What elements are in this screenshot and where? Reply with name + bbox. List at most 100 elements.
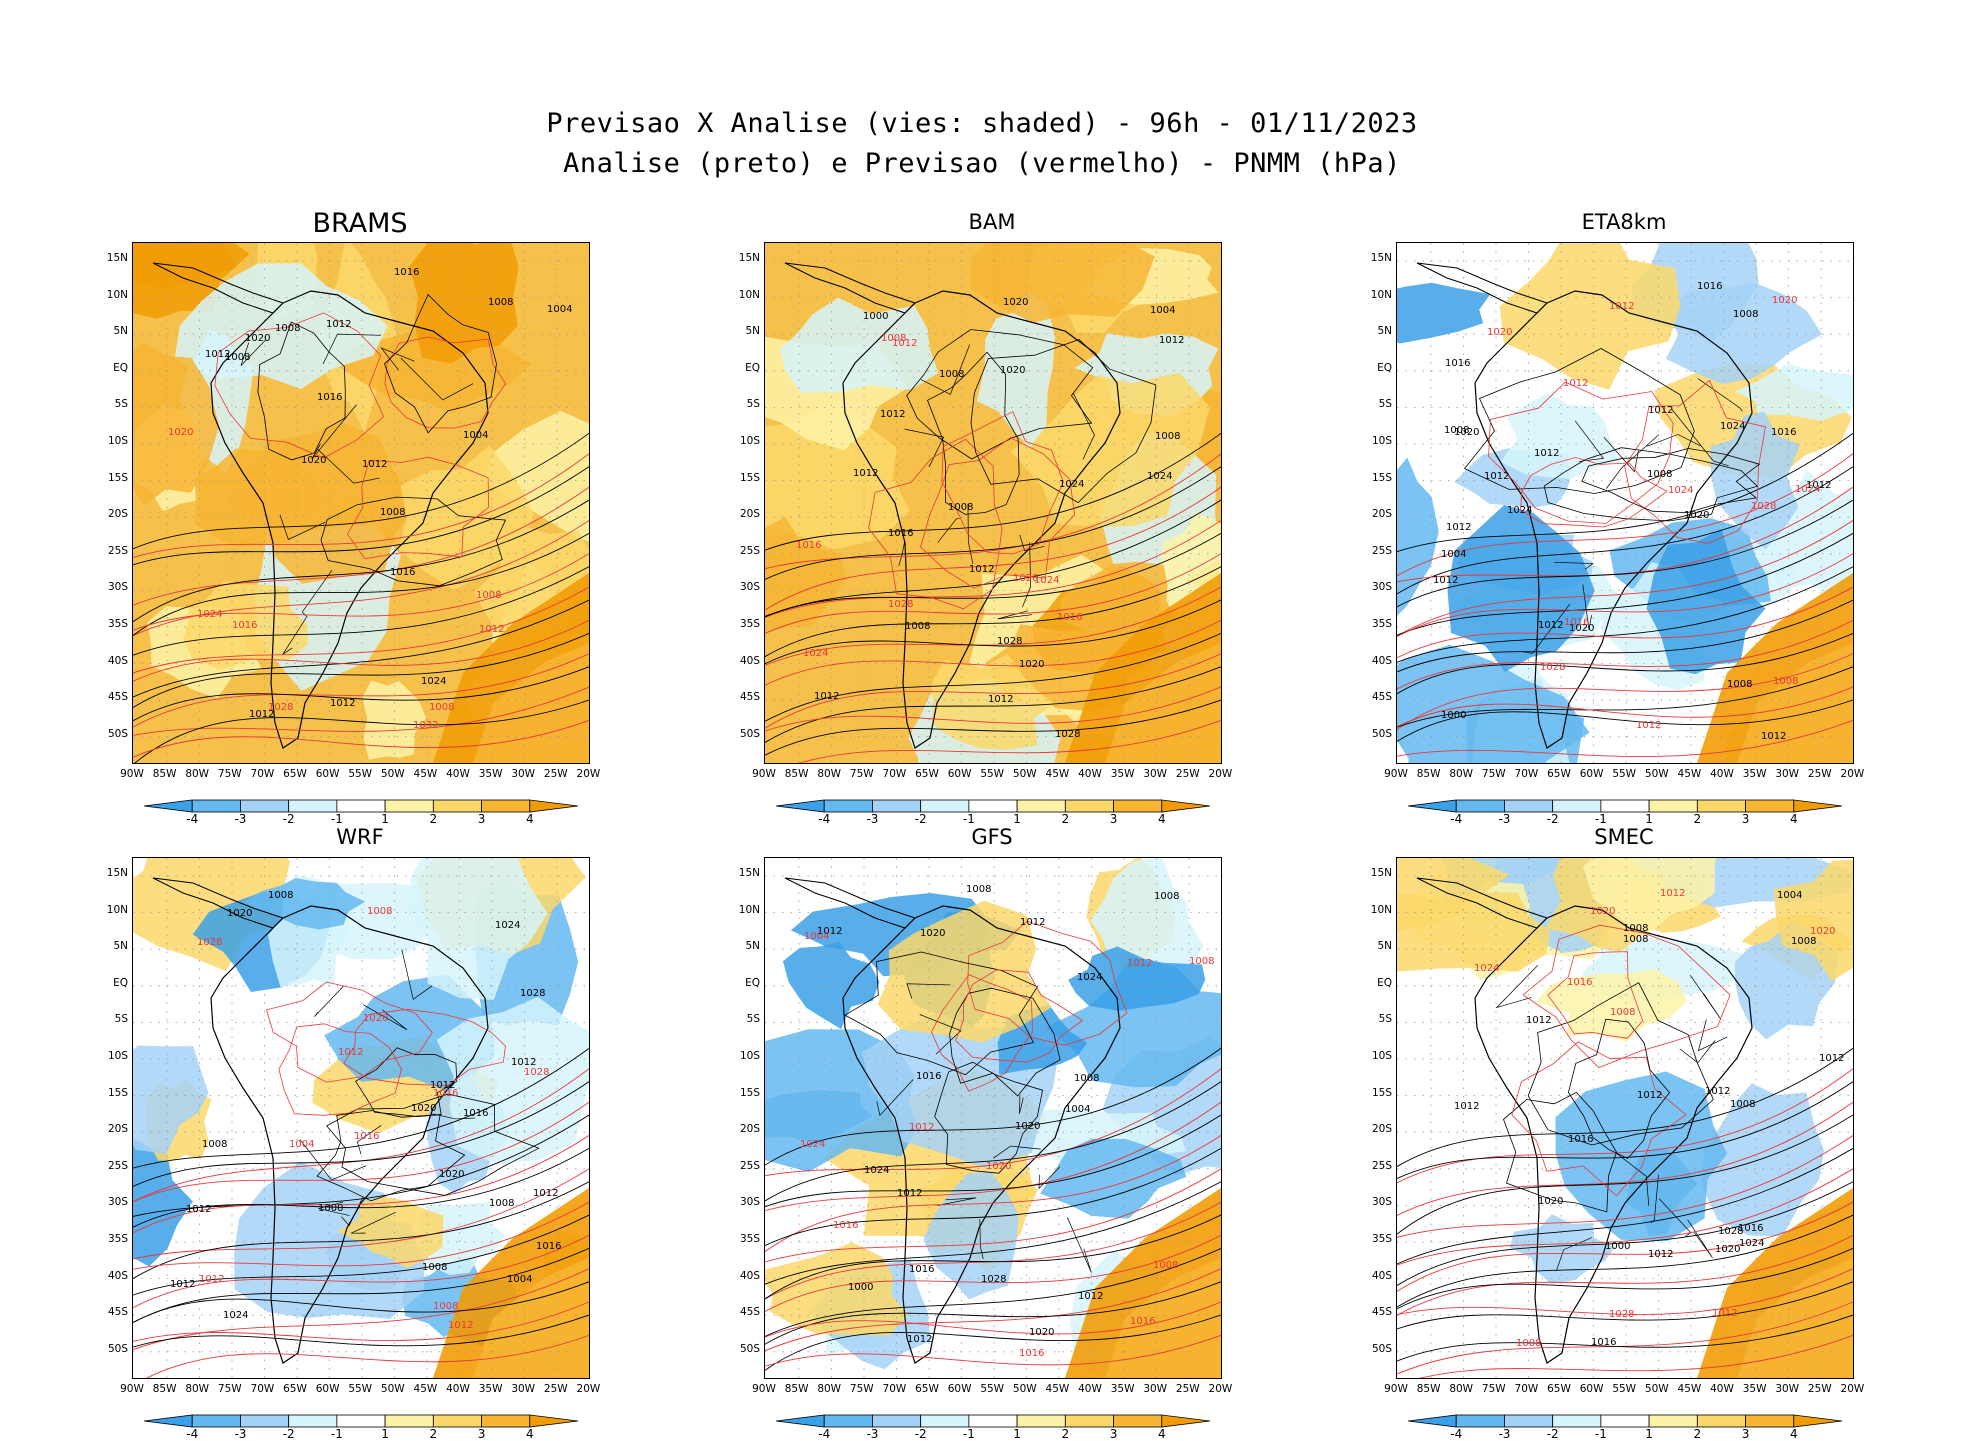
- colorbar-segment: [1504, 1414, 1554, 1428]
- colorbar-segment: [143, 799, 193, 813]
- isobar-label-black: 1024: [1059, 479, 1084, 490]
- isobar-label-black: 1016: [463, 1108, 488, 1119]
- isobar-label-black: 1004: [1777, 890, 1802, 901]
- lat-tick-label: 20S: [739, 508, 760, 521]
- lon-tick-label: 25W: [1807, 1383, 1832, 1395]
- isobar-label-black: 1008: [1623, 923, 1648, 934]
- isobar-label-red: 1028: [197, 937, 222, 948]
- isobar-label-red: 1024: [1668, 485, 1693, 496]
- colorbar-segment: [240, 799, 290, 813]
- lat-tick-label: 30S: [107, 1196, 128, 1209]
- isobar-label-red: 1028: [524, 1067, 549, 1078]
- isobar-label-red: 1020: [168, 427, 193, 438]
- lon-tick-label: 75W: [1481, 1383, 1506, 1395]
- lat-tick-label: EQ: [745, 976, 760, 989]
- colorbar-tick-label: -3: [1498, 1427, 1511, 1441]
- isobar-label-black: 1020: [920, 928, 945, 939]
- lat-tick-label: 50S: [107, 727, 128, 740]
- isobar-label-black: 1012: [1454, 1101, 1479, 1112]
- isobar-label-red: 1008: [1773, 676, 1798, 687]
- lon-tick-label: 90W: [1384, 1383, 1408, 1395]
- isobar-label-red: 1020: [1013, 573, 1038, 584]
- colorbar-segment: [1016, 1414, 1066, 1428]
- map-panel-brams: 1008 1004 1008 1012 1016 1016 1012 1020 1024 1020…: [132, 242, 590, 764]
- isobar-label-black: 1000: [1441, 710, 1466, 721]
- isobar-label-black: 1004: [1441, 549, 1466, 560]
- lat-tick-label: 10S: [1371, 1050, 1392, 1062]
- colorbar-segment: [1455, 799, 1505, 813]
- lon-tick-label: 90W: [120, 768, 144, 780]
- colorbar-gfs: [771, 1413, 1215, 1432]
- isobar-label-black: 1012: [1433, 575, 1458, 586]
- lon-tick-label: 25W: [1807, 768, 1832, 780]
- isobar-label-black: 1020: [1000, 365, 1025, 376]
- lon-tick-label: 60W: [947, 768, 972, 780]
- isobar-label-red: 1008: [1153, 1260, 1178, 1271]
- isobar-label-black: 1020: [1569, 623, 1594, 634]
- colorbar-segment: [1161, 1414, 1211, 1428]
- lat-tick-label: 10N: [106, 288, 128, 301]
- isobar-label-black: 1012: [330, 698, 355, 709]
- lon-tick-label: 65W: [283, 1383, 307, 1395]
- lon-tick-label: 85W: [152, 768, 177, 780]
- colorbar-tick-label: 1: [381, 1427, 389, 1441]
- colorbar-segment: [191, 1414, 241, 1428]
- isobar-label-red: 1024: [197, 609, 222, 620]
- isobar-label-black: 1020: [439, 1169, 464, 1180]
- isobar-label-black: 1028: [520, 988, 545, 999]
- isobar-label-black: 1016: [536, 1241, 561, 1252]
- colorbar-segment: [240, 1414, 290, 1428]
- isobar-label-red: 1024: [1474, 963, 1499, 974]
- isobar-label-red: 1004: [804, 931, 829, 942]
- lat-tick-label: 10S: [739, 435, 760, 447]
- lon-tick-label: 60W: [947, 1383, 972, 1395]
- isobar-label-black: 1008: [1444, 425, 1469, 436]
- colorbar-segment: [432, 799, 482, 813]
- lat-tick-label: 30S: [739, 581, 760, 594]
- isobar-label-black: 1008: [380, 507, 405, 518]
- colorbar-segment: [1113, 799, 1163, 813]
- lat-tick-label: 15N: [106, 867, 128, 879]
- colorbar-tick-label: 1: [1013, 1427, 1021, 1441]
- isobar-label-red: 1016: [1057, 612, 1082, 623]
- lon-tick-label: 55W: [348, 1383, 373, 1395]
- lon-tick-label: 50W: [1012, 1383, 1037, 1395]
- colorbar-segment: [336, 799, 386, 813]
- isobar-label-black: 1016: [909, 1264, 934, 1275]
- isobar-label-black: 1008: [905, 621, 930, 632]
- isobar-label-black: 1012: [1819, 1053, 1844, 1064]
- isobar-label-black: 1008: [966, 884, 991, 895]
- isobar-label-black: 1012: [1806, 480, 1831, 491]
- colorbar-segment: [775, 1414, 825, 1428]
- isobar-label-red: 1032: [413, 720, 438, 731]
- map-panel-gfs: 1012 1012 1012 1008 1008 1012 1016 1020 1024 1028…: [764, 857, 1222, 1379]
- lat-tick-label: 25S: [107, 544, 128, 557]
- colorbar-segment: [529, 1414, 579, 1428]
- colorbar-segment: [432, 1414, 482, 1428]
- lon-tick-label: 45W: [1045, 1383, 1070, 1395]
- isobar-label-black: 1012: [814, 691, 839, 702]
- isobar-label-black: 1008: [225, 352, 250, 363]
- isobar-label-black: 1008: [1155, 431, 1180, 442]
- lon-tick-label: 75W: [1481, 768, 1506, 780]
- colorbar-segment: [1064, 1414, 1114, 1428]
- colorbar-tick-label: -2: [914, 812, 927, 826]
- lon-tick-label: 40W: [1078, 1383, 1102, 1395]
- isobar-label-red: 1012: [199, 1274, 224, 1285]
- colorbar-tick-label: 2: [1693, 812, 1702, 826]
- colorbar-segment: [529, 799, 579, 813]
- lon-tick-label: 25W: [543, 1383, 568, 1395]
- lon-tick-label: 80W: [185, 1383, 210, 1395]
- isobar-label-black: 1020: [1454, 427, 1479, 438]
- lon-tick-label: 80W: [185, 768, 210, 780]
- colorbar-tick-label: -1: [330, 812, 343, 826]
- lat-tick-label: 10N: [1370, 903, 1392, 916]
- lon-tick-label: 30W: [511, 768, 536, 780]
- lat-tick-label: 45S: [1371, 691, 1392, 704]
- lat-tick-label: 20S: [107, 508, 128, 521]
- colorbar-segment: [872, 1414, 922, 1428]
- isobar-label-black: 1024: [495, 920, 520, 931]
- colorbar-tick-label: -3: [1498, 812, 1511, 826]
- lat-tick-label: 15N: [1370, 867, 1392, 879]
- isobar-label-black: 1024: [1077, 972, 1102, 983]
